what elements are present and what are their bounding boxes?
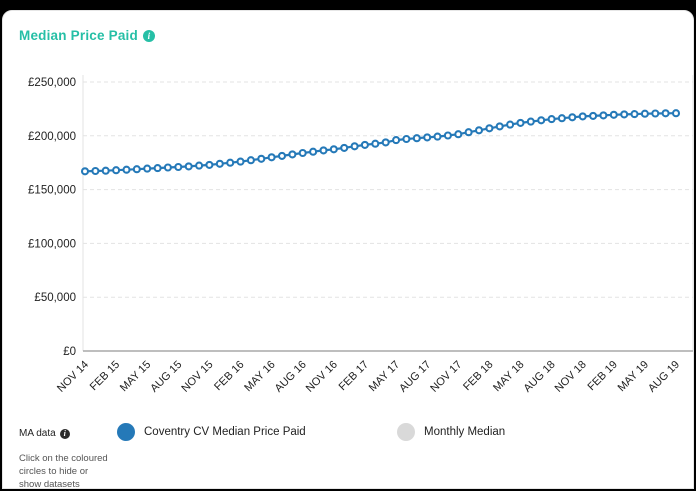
svg-text:£0: £0 (63, 346, 76, 358)
svg-text:AUG 18: AUG 18 (522, 359, 558, 395)
svg-text:FEB 15: FEB 15 (88, 359, 122, 393)
svg-text:NOV 18: NOV 18 (553, 359, 589, 395)
legend-label-median-price-paid: Coventry CV Median Price Paid (144, 426, 306, 438)
svg-text:£150,000: £150,000 (28, 185, 76, 197)
chart-title-text: Median Price Paid (19, 28, 138, 43)
svg-text:FEB 19: FEB 19 (585, 359, 619, 393)
svg-text:NOV 17: NOV 17 (428, 359, 464, 395)
legend-circle-gray[interactable] (397, 423, 415, 441)
svg-text:AUG 15: AUG 15 (148, 359, 184, 395)
svg-text:NOV 14: NOV 14 (55, 359, 91, 395)
legend-item-monthly-median[interactable]: Monthly Median (397, 423, 505, 441)
svg-text:£250,000: £250,000 (28, 77, 76, 89)
svg-text:MAY 19: MAY 19 (616, 359, 651, 394)
svg-text:£200,000: £200,000 (28, 131, 76, 143)
svg-text:FEB 16: FEB 16 (212, 359, 246, 393)
svg-text:MAY 17: MAY 17 (367, 359, 402, 394)
chart-title: Median Price Paid i (19, 28, 155, 43)
svg-text:AUG 16: AUG 16 (273, 359, 309, 395)
svg-text:AUG 17: AUG 17 (397, 359, 433, 395)
legend-label-monthly-median: Monthly Median (424, 426, 506, 438)
ma-data-label: MA data i (19, 428, 70, 439)
svg-text:FEB 17: FEB 17 (337, 359, 371, 393)
legend-item-median-price-paid[interactable]: Coventry CV Median Price Paid (117, 423, 306, 441)
svg-text:NOV 16: NOV 16 (304, 359, 340, 395)
svg-text:MAY 15: MAY 15 (118, 359, 153, 394)
svg-text:NOV 15: NOV 15 (179, 359, 215, 395)
legend-circle-blue[interactable] (117, 423, 135, 441)
title-info-icon[interactable]: i (142, 29, 155, 42)
ma-data-text: MA data (19, 428, 56, 439)
svg-text:£100,000: £100,000 (28, 238, 76, 250)
svg-text:FEB 18: FEB 18 (461, 359, 495, 393)
svg-text:AUG 19: AUG 19 (646, 359, 682, 395)
svg-text:£50,000: £50,000 (34, 292, 76, 304)
svg-text:MAY 18: MAY 18 (491, 359, 526, 394)
ma-data-info-icon[interactable]: i (59, 428, 70, 439)
chart-card: Median Price Paid i £250,000 £200,000 £150… (2, 10, 694, 490)
svg-text:MAY 16: MAY 16 (242, 359, 277, 394)
median-price-chart: £250,000 £200,000 £150,000 £100,000 £50,000 £… (28, 75, 694, 395)
legend-help-caption: Click on the coloured circles to hide or… (19, 453, 108, 490)
